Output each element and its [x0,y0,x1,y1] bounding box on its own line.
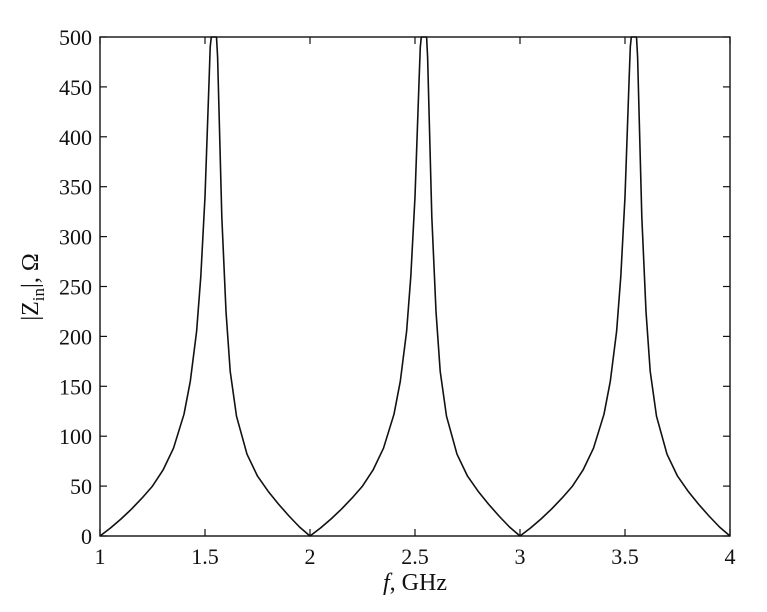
impedance-curve [99,36,731,537]
y-tick-label: 350 [59,175,92,200]
y-tick-label: 0 [81,524,92,549]
y-tick-label: 150 [59,374,92,399]
y-tick-label: 100 [59,424,92,449]
y-tick-label: 50 [70,474,92,499]
tick-labels: 1 1.5 2 2.5 3 3.5 4 0 50 100 150 200 250 300 350 400 450… [59,25,736,569]
x-tick-label: 2 [305,544,316,569]
y-tick-label: 500 [59,25,92,50]
x-tick-label: 1.5 [191,544,219,569]
series-group [99,36,731,537]
plot-frame [99,36,731,537]
x-tick-label: 4 [725,544,736,569]
x-axis-label: f, GHz [383,570,447,596]
axis-ticks [99,36,731,537]
x-tick-label: 3 [515,544,526,569]
y-tick-label: 450 [59,75,92,100]
y-axis-label-end: |, Ω [18,253,44,288]
y-axis-label-subscript: in [29,287,48,301]
x-tick-label: 3.5 [611,544,639,569]
x-tick-label: 2.5 [401,544,429,569]
y-tick-label: 300 [59,225,92,250]
y-tick-label: 200 [59,324,92,349]
y-axis-label-start: |Z [18,301,44,320]
x-tick-label: 1 [95,544,106,569]
y-tick-label: 250 [59,275,92,300]
y-tick-label: 400 [59,125,92,150]
y-axis-label: |Zin|, Ω [18,253,48,320]
x-axis-label-symbol: f [383,570,393,596]
x-axis-label-unit: , GHz [390,570,447,596]
